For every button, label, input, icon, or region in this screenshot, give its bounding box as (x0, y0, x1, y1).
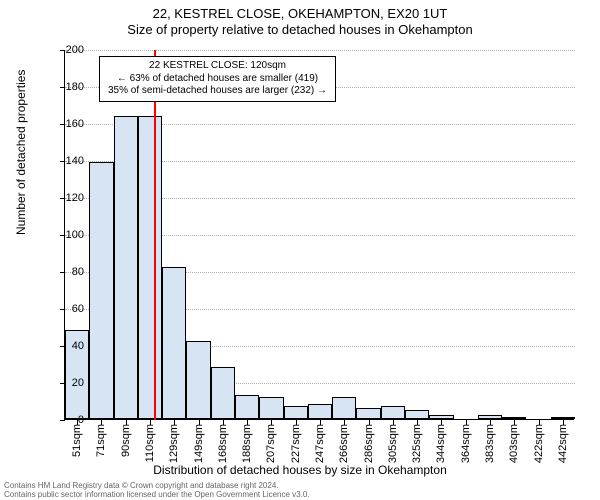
ytick-label: 0 (44, 414, 84, 426)
xtick-label: 188sqm (241, 424, 253, 463)
bar (551, 417, 575, 419)
bar (259, 397, 283, 419)
ytick-label: 20 (44, 377, 84, 389)
ytick-label: 100 (44, 229, 84, 241)
bar (308, 404, 332, 419)
bar (284, 406, 308, 419)
bar (162, 267, 186, 419)
footer-line-1: Contains HM Land Registry data © Crown c… (4, 481, 310, 490)
bar (478, 415, 502, 419)
bar (114, 116, 138, 419)
xtick-label: 422sqm (533, 424, 545, 463)
xtick-label: 207sqm (265, 424, 277, 463)
xtick-label: 266sqm (338, 424, 350, 463)
xtick-label: 442sqm (557, 424, 569, 463)
bar (381, 406, 405, 419)
xtick-label: 383sqm (484, 424, 496, 463)
annotation-line-1: 22 KESTREL CLOSE: 120sqm (108, 60, 327, 73)
y-axis-label: Number of detached properties (14, 70, 28, 235)
footer-line-2: Contains public sector information licen… (4, 490, 310, 499)
title-block: 22, KESTREL CLOSE, OKEHAMPTON, EX20 1UT … (0, 0, 600, 39)
xtick-label: 403sqm (508, 424, 520, 463)
chart-area: 51sqm71sqm90sqm110sqm129sqm149sqm168sqm1… (64, 50, 574, 420)
ytick-label: 160 (44, 118, 84, 130)
xtick-label: 129sqm (168, 424, 180, 463)
ytick-label: 40 (44, 340, 84, 352)
ytick-label: 200 (44, 44, 84, 56)
xtick-label: 344sqm (435, 424, 447, 463)
xtick-label: 110sqm (144, 424, 156, 462)
xtick-label: 286sqm (363, 424, 375, 463)
chart-container: 22, KESTREL CLOSE, OKEHAMPTON, EX20 1UT … (0, 0, 600, 500)
annotation-box: 22 KESTREL CLOSE: 120sqm ← 63% of detach… (99, 56, 336, 102)
xtick-label: 305sqm (387, 424, 399, 463)
bar (405, 410, 429, 419)
bar (356, 408, 380, 419)
plot-region: 51sqm71sqm90sqm110sqm129sqm149sqm168sqm1… (64, 50, 574, 420)
title-line-1: 22, KESTREL CLOSE, OKEHAMPTON, EX20 1UT (0, 6, 600, 22)
ytick-label: 120 (44, 192, 84, 204)
bar (138, 116, 162, 419)
x-axis-label: Distribution of detached houses by size … (0, 463, 600, 477)
ytick-label: 140 (44, 155, 84, 167)
xtick-label: 90sqm (120, 424, 132, 457)
bar (332, 397, 356, 419)
bar (186, 341, 210, 419)
title-line-2: Size of property relative to detached ho… (0, 22, 600, 38)
xtick-label: 325sqm (411, 424, 423, 463)
xtick-label: 227sqm (290, 424, 302, 463)
annotation-line-2: ← 63% of detached houses are smaller (41… (108, 73, 327, 86)
ytick-label: 180 (44, 81, 84, 93)
bar (429, 415, 453, 419)
xtick-label: 71sqm (95, 424, 107, 457)
ytick-label: 60 (44, 303, 84, 315)
ytick-label: 80 (44, 266, 84, 278)
bar (89, 162, 113, 419)
bar (211, 367, 235, 419)
xtick-label: 168sqm (217, 424, 229, 463)
xtick-label: 247sqm (314, 424, 326, 463)
reference-line (154, 50, 156, 420)
xtick-label: 364sqm (460, 424, 472, 463)
gridline (65, 50, 575, 51)
xtick-label: 149sqm (193, 424, 205, 463)
bar (235, 395, 259, 419)
xtick-label: 51sqm (71, 424, 83, 457)
annotation-line-3: 35% of semi-detached houses are larger (… (108, 85, 327, 98)
bar (502, 417, 526, 419)
footer-attribution: Contains HM Land Registry data © Crown c… (4, 481, 310, 499)
